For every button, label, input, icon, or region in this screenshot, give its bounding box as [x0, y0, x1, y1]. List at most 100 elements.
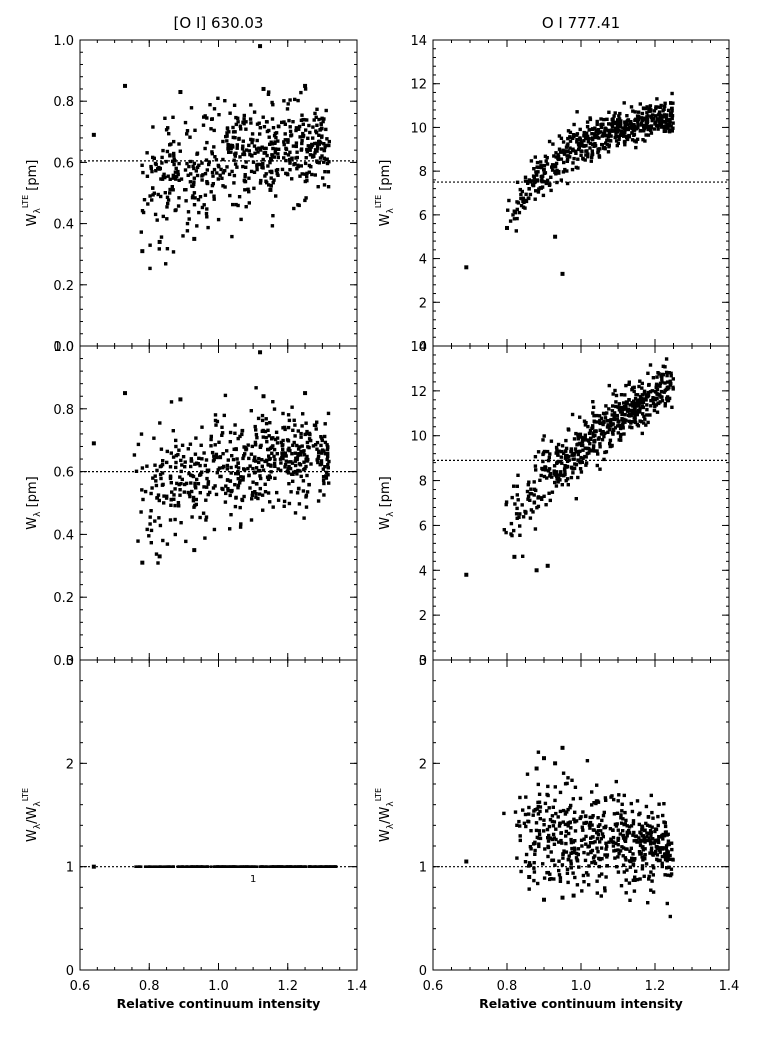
data-point: [238, 525, 243, 529]
data-point: [659, 395, 663, 399]
data-point: [649, 131, 654, 135]
data-point: [275, 490, 279, 495]
data-point: [632, 830, 636, 835]
data-point: [232, 158, 236, 162]
data-point: [659, 389, 664, 394]
data-point: [637, 400, 642, 404]
data-point: [640, 864, 645, 868]
y-tick-label: 2: [419, 609, 427, 624]
data-point: [640, 845, 644, 849]
data-point: [193, 452, 198, 456]
data-point: [313, 151, 317, 155]
data-point: [540, 180, 544, 184]
data-point: [241, 164, 245, 169]
data-point: [624, 383, 628, 388]
data-point: [287, 464, 291, 469]
data-point: [666, 387, 670, 391]
y-tick-label: 3: [419, 654, 427, 669]
data-point: [551, 805, 555, 809]
data-point: [212, 145, 216, 149]
data-point: [554, 837, 558, 842]
data-point: [189, 159, 193, 164]
data-point: [606, 423, 610, 427]
data-point: [588, 841, 593, 845]
data-point: [625, 137, 630, 142]
data-point: [598, 857, 602, 862]
data-point: [511, 213, 515, 217]
data-point: [265, 440, 269, 444]
data-point: [504, 530, 508, 535]
data-point: [283, 132, 287, 136]
x-tick-label: 0.8: [497, 979, 518, 994]
data-point: [665, 901, 669, 906]
data-point: [586, 152, 590, 156]
data-point: [268, 457, 272, 461]
data-point: [257, 121, 261, 125]
x-tick-label: 1.2: [277, 979, 298, 994]
data-point: [248, 117, 253, 121]
data-point: [291, 428, 295, 432]
data-point: [662, 115, 666, 119]
data-point: [542, 494, 546, 498]
data-point: [657, 802, 661, 806]
data-point: [609, 839, 613, 843]
data-point: [269, 169, 274, 174]
data-point: [580, 149, 584, 154]
data-point: [549, 175, 553, 179]
data-point: [275, 452, 279, 456]
x-axis-label: Relative continuum intensity: [479, 996, 683, 1011]
data-point: [652, 127, 656, 131]
data-point: [315, 123, 319, 127]
data-point: [258, 126, 262, 130]
y-tick-label: 0.4: [53, 528, 74, 543]
data-point: [149, 509, 153, 513]
data-point: [526, 497, 530, 501]
data-point: [297, 502, 302, 506]
data-point: [660, 118, 664, 122]
data-point: [544, 180, 548, 184]
data-point: [615, 417, 620, 421]
data-point: [614, 848, 618, 853]
data-point: [249, 409, 253, 413]
data-point: [534, 568, 539, 573]
data-point: [626, 407, 631, 411]
data-point: [638, 129, 642, 133]
data-point: [325, 470, 329, 475]
data-point: [651, 864, 655, 868]
data-point: [168, 865, 172, 868]
data-point: [640, 824, 644, 828]
data-point: [591, 856, 596, 860]
data-point: [236, 470, 240, 474]
data-point: [594, 429, 598, 433]
data-point: [274, 168, 279, 173]
x-tick-label: 0.8: [139, 979, 160, 994]
data-point: [552, 877, 556, 881]
data-point: [288, 865, 292, 868]
data-point: [249, 518, 254, 522]
data-point: [577, 865, 581, 869]
y-tick-label: 0: [419, 654, 427, 669]
data-point: [654, 384, 659, 388]
data-point: [275, 436, 280, 440]
data-point: [654, 105, 658, 109]
data-point: [614, 824, 619, 828]
data-point: [531, 813, 535, 817]
data-point: [542, 449, 547, 454]
data-point: [247, 190, 251, 194]
data-point: [565, 871, 570, 875]
data-point: [587, 864, 591, 868]
data-point: [192, 548, 197, 553]
data-point: [296, 98, 300, 103]
data-point: [287, 446, 291, 450]
data-point: [603, 886, 607, 890]
data-point: [300, 138, 304, 143]
data-point: [584, 834, 588, 839]
data-point: [326, 445, 330, 449]
data-point: [299, 431, 303, 436]
data-point: [527, 861, 532, 865]
data-point: [569, 862, 573, 866]
data-point: [195, 173, 200, 178]
data-point: [528, 192, 533, 197]
data-point: [231, 135, 235, 140]
data-point: [632, 389, 636, 394]
